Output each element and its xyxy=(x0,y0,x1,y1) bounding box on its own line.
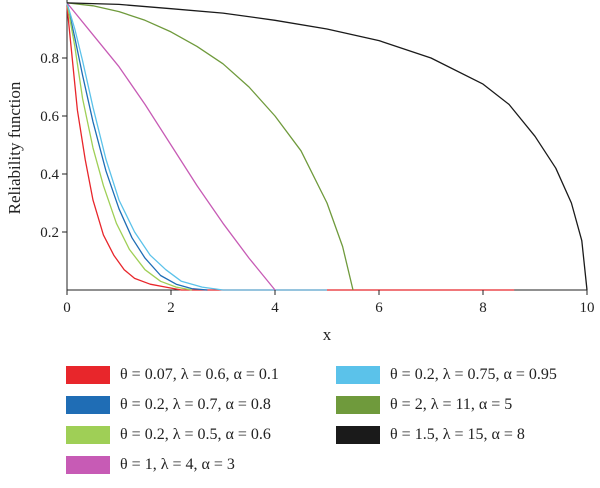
legend-swatch xyxy=(336,366,380,384)
series-line-0 xyxy=(66,5,515,291)
x-tick-label: 4 xyxy=(271,300,279,316)
x-axis-title: x xyxy=(323,325,332,344)
series-line-4 xyxy=(66,2,276,291)
x-tick-label: 6 xyxy=(375,300,383,316)
legend-item-1: θ = 0.2, λ = 0.7, α = 0.8 xyxy=(66,394,271,416)
legend-label: θ = 2, λ = 11, α = 5 xyxy=(390,396,513,413)
legend-item-4: θ = 1, λ = 4, α = 3 xyxy=(66,454,235,476)
legend-item-5: θ = 2, λ = 11, α = 5 xyxy=(336,394,512,416)
legend-label: θ = 1.5, λ = 15, α = 8 xyxy=(390,426,525,443)
legend-swatch xyxy=(66,456,110,474)
y-tick-label: 0.2 xyxy=(40,225,59,241)
legend-swatch xyxy=(336,426,380,444)
tick-labels: 0 2 4 6 8 10 0.2 0.4 0.6 0.8 xyxy=(40,51,594,316)
series-line-6 xyxy=(66,2,588,291)
legend-label: θ = 0.2, λ = 0.7, α = 0.8 xyxy=(120,396,271,413)
series-line-5 xyxy=(66,2,354,291)
legend-item-0: θ = 0.07, λ = 0.6, α = 0.1 xyxy=(66,364,279,386)
y-tick-label: 0.8 xyxy=(40,51,59,67)
series-line-2 xyxy=(66,2,192,291)
legend-item-2: θ = 0.2, λ = 0.5, α = 0.6 xyxy=(66,424,271,446)
x-tick-label: 10 xyxy=(580,300,595,316)
series-line-1 xyxy=(66,2,208,291)
legend-item-3: θ = 0.2, λ = 0.75, α = 0.95 xyxy=(336,364,557,386)
legend-swatch xyxy=(66,396,110,414)
legend-swatch xyxy=(336,396,380,414)
x-tick-label: 0 xyxy=(63,300,71,316)
x-tick-label: 8 xyxy=(479,300,487,316)
legend-label: θ = 0.2, λ = 0.75, α = 0.95 xyxy=(390,366,557,383)
legend-label: θ = 0.2, λ = 0.5, α = 0.6 xyxy=(120,426,271,443)
series-layer xyxy=(66,2,588,291)
y-tick-label: 0.6 xyxy=(40,109,59,125)
legend: θ = 0.07, λ = 0.6, α = 0.1 θ = 0.2, λ = 0… xyxy=(66,364,586,482)
legend-swatch xyxy=(66,366,110,384)
legend-swatch xyxy=(66,426,110,444)
reliability-chart: 0 2 4 6 8 10 0.2 0.4 0.6 0.8 x Reliability functi… xyxy=(5,0,595,344)
legend-item-6: θ = 1.5, λ = 15, α = 8 xyxy=(336,424,525,446)
legend-label: θ = 1, λ = 4, α = 3 xyxy=(120,456,235,473)
y-axis-title: Reliability function xyxy=(5,81,24,214)
legend-label: θ = 0.07, λ = 0.6, α = 0.1 xyxy=(120,366,279,383)
x-tick-label: 2 xyxy=(167,300,175,316)
y-tick-label: 0.4 xyxy=(40,167,59,183)
series-line-3 xyxy=(66,2,327,291)
